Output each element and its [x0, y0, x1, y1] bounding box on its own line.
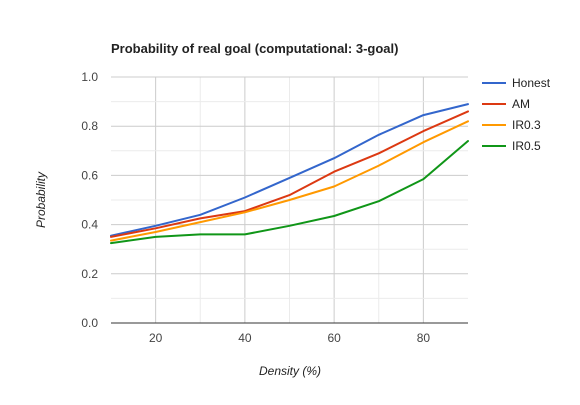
y-tick-label: 0.2 [81, 267, 98, 281]
legend-item-ir0-5: IR0.5 [482, 139, 541, 153]
axes: 20 40 60 80 0.0 0.2 0.4 0.6 0.8 1.0 [81, 70, 468, 345]
series-line-am [110, 110, 469, 238]
series-line-ir0-5 [110, 140, 469, 245]
legend-label: Honest [512, 76, 551, 90]
series-lines [110, 103, 469, 245]
y-tick-label: 0.8 [81, 119, 98, 133]
y-tick-label: 0.0 [81, 316, 98, 330]
legend: Honest AM IR0.3 IR0.5 [482, 76, 551, 153]
y-tick-label: 0.6 [81, 168, 98, 182]
legend-item-am: AM [482, 97, 530, 111]
legend-label: AM [512, 97, 530, 111]
x-tick-label: 40 [238, 331, 252, 345]
series-line-ir0-3 [110, 120, 469, 242]
legend-label: IR0.3 [512, 118, 541, 132]
legend-item-honest: Honest [482, 76, 551, 90]
x-tick-label: 80 [417, 331, 431, 345]
series-line-honest [110, 103, 469, 237]
legend-item-ir0-3: IR0.3 [482, 118, 541, 132]
y-axis-title: Probability [34, 171, 48, 228]
y-tick-label: 1.0 [81, 70, 98, 84]
legend-label: IR0.5 [512, 139, 541, 153]
y-tick-label: 0.4 [81, 218, 98, 232]
chart-title: Probability of real goal (computational:… [111, 41, 398, 56]
x-tick-label: 20 [149, 331, 163, 345]
x-axis-title: Density (%) [259, 364, 321, 378]
x-tick-label: 60 [327, 331, 341, 345]
